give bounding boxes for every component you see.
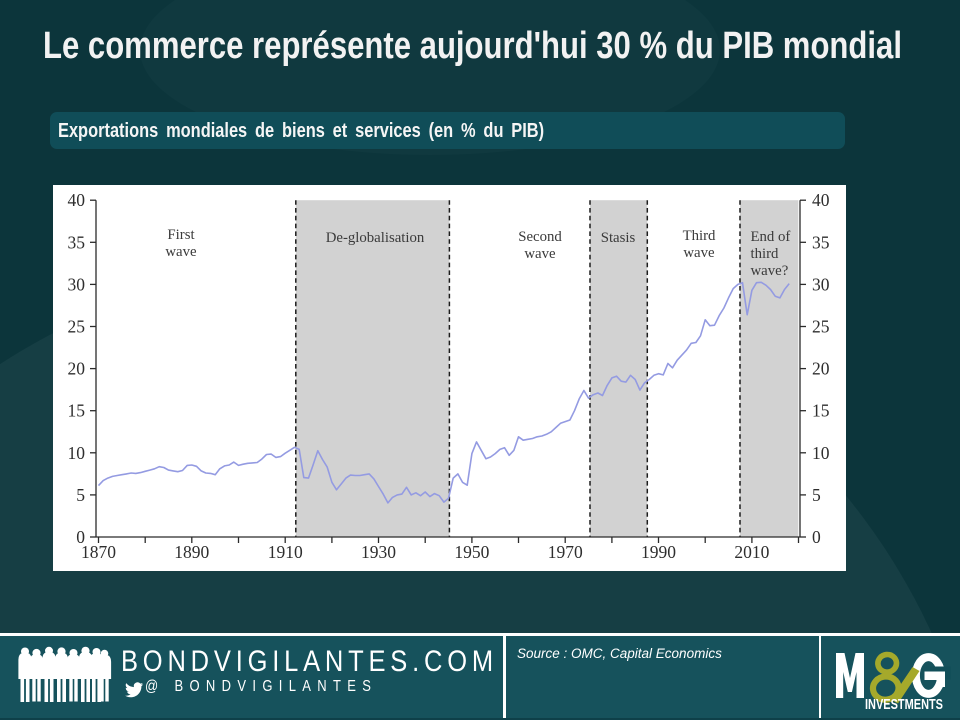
svg-text:INVESTMENTS: INVESTMENTS <box>865 697 943 713</box>
